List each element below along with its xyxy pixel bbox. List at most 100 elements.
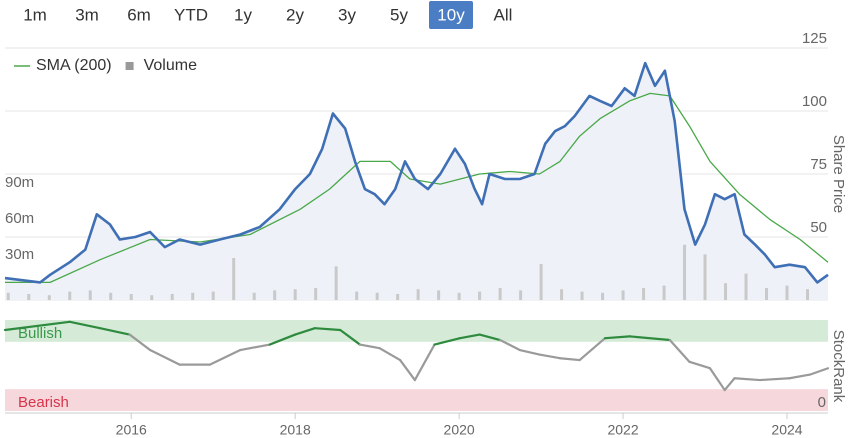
rank-line: [478, 333, 502, 342]
volume-bar: [191, 292, 195, 300]
volume-bar: [416, 289, 420, 300]
range-button[interactable]: 2y: [286, 5, 304, 24]
rank-line: [538, 353, 562, 360]
range-button[interactable]: All: [494, 5, 513, 24]
range-button[interactable]: 10y: [429, 1, 473, 29]
y-axis-title: StockRank: [830, 330, 847, 403]
range-button[interactable]: 1m: [23, 5, 47, 24]
volume-bar: [68, 291, 72, 300]
volume-bar: [150, 295, 154, 300]
rank-line: [399, 358, 416, 382]
volume-bar: [232, 258, 236, 300]
volume-bar: [109, 292, 113, 300]
volume-bar: [293, 289, 297, 300]
rank-line: [313, 327, 342, 332]
rank-line: [758, 377, 791, 382]
range-button-label: 10y: [437, 5, 465, 24]
rank-line: [518, 348, 541, 356]
rank-line: [68, 320, 102, 330]
volume-bar: [334, 266, 338, 300]
range-button[interactable]: 1y: [234, 5, 252, 24]
x-tick-label: 2024: [771, 422, 802, 438]
y2-tick-label: 60m: [5, 210, 34, 227]
volume-bar: [703, 254, 707, 300]
volume-bar: [662, 285, 666, 300]
range-button-bg: [429, 1, 473, 29]
rank-line: [268, 333, 297, 346]
x-tick-label: 2020: [444, 422, 475, 438]
rank-line: [688, 360, 712, 370]
band: [5, 320, 828, 342]
rank-line: [358, 343, 381, 350]
band-label: Bearish: [18, 394, 69, 411]
volume-bar: [457, 292, 461, 300]
rank-line: [208, 348, 242, 366]
rank-line: [3, 320, 71, 332]
volume-bar: [765, 288, 769, 300]
y-tick-label: 50: [810, 219, 827, 236]
x-tick-label: 2016: [116, 422, 147, 438]
volume-bar: [539, 264, 543, 300]
volume-bar: [785, 285, 789, 300]
range-button[interactable]: 3m: [75, 5, 99, 24]
rank-line: [458, 333, 481, 340]
y-axis-title: Share Price: [830, 135, 847, 213]
rank-line: [98, 327, 131, 336]
rank-line: [433, 337, 462, 346]
range-button[interactable]: 6m: [127, 5, 151, 24]
rank-line: [733, 377, 762, 382]
range-button[interactable]: YTD: [174, 5, 208, 24]
y-tick-label: 125: [802, 30, 827, 47]
volume-bar: [724, 283, 728, 300]
range-button[interactable]: 3y: [338, 5, 356, 24]
volume-bar: [580, 291, 584, 300]
rank-line: [413, 343, 436, 382]
volume-bar: [314, 288, 318, 300]
volume-bar: [47, 295, 51, 300]
volume-bar: [498, 288, 502, 300]
volume-bar: [806, 289, 810, 300]
rank-line: [239, 343, 271, 352]
range-button-label: 3y: [338, 5, 356, 24]
volume-bar: [170, 294, 174, 300]
volume-bar: [437, 290, 441, 300]
band-label: Bullish: [18, 325, 62, 342]
range-button-label: 1m: [23, 5, 47, 24]
rank-line: [339, 328, 362, 346]
volume-bar: [27, 294, 31, 300]
volume-bar: [601, 292, 605, 300]
volume-bar: [642, 288, 646, 300]
rank-line: [378, 347, 402, 362]
rank-line: [668, 338, 691, 363]
y-tick-label: 75: [810, 156, 827, 173]
volume-bar: [6, 292, 10, 300]
range-button-label: 3m: [75, 5, 99, 24]
rank-line: [499, 338, 521, 352]
volume-bar: [273, 290, 277, 300]
range-button-label: 1y: [234, 5, 252, 24]
rank-line: [578, 337, 607, 362]
volume-bar: [211, 291, 215, 300]
volume-bar: [396, 294, 400, 300]
legend-label: Volume: [144, 57, 197, 74]
range-button[interactable]: 5y: [390, 5, 408, 24]
rank-line: [128, 333, 152, 352]
line: [4, 61, 829, 284]
range-button-label: 5y: [390, 5, 408, 24]
x-tick-label: 2018: [280, 422, 311, 438]
rank-line: [788, 373, 812, 380]
x-tick-label: 2022: [607, 422, 638, 438]
band: [5, 389, 828, 411]
y2-tick-label: 90m: [5, 174, 34, 191]
volume-bar: [683, 244, 687, 300]
volume-bar: [621, 290, 625, 300]
y-tick-label: 0: [818, 394, 826, 411]
legend-swatch: [125, 62, 134, 70]
volume-bar: [560, 289, 564, 300]
range-button-label: 2y: [286, 5, 304, 24]
range-button-label: All: [494, 5, 513, 24]
volume-bar: [252, 292, 256, 300]
volume-bar: [478, 291, 482, 300]
volume-bar: [355, 291, 359, 300]
